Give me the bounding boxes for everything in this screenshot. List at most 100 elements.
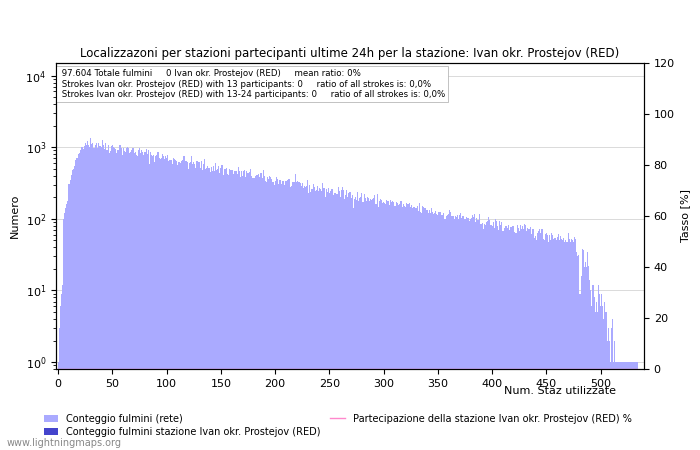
Bar <box>325 197 326 450</box>
Bar <box>97 369 98 450</box>
Bar <box>164 369 165 450</box>
Bar <box>253 178 254 450</box>
Bar <box>327 192 328 450</box>
Partecipazione della stazione Ivan okr. Prostejov (RED) % <box>214 366 222 372</box>
Bar <box>304 369 305 450</box>
Bar <box>74 369 75 450</box>
Bar <box>284 185 286 450</box>
Bar <box>258 369 260 450</box>
Bar <box>633 369 634 450</box>
Bar <box>78 369 79 450</box>
Bar <box>175 160 176 450</box>
Bar <box>79 153 81 450</box>
Bar <box>272 369 274 450</box>
Bar <box>637 369 638 450</box>
Bar <box>230 170 231 450</box>
Bar <box>260 369 262 450</box>
Bar <box>335 369 337 450</box>
Bar <box>422 369 423 450</box>
Bar <box>335 194 337 450</box>
Bar <box>522 226 523 450</box>
Bar <box>355 197 356 450</box>
Bar <box>237 174 238 450</box>
Bar <box>517 369 519 450</box>
Bar <box>368 198 369 450</box>
Bar <box>486 222 487 450</box>
Bar <box>307 369 308 450</box>
Bar <box>509 369 510 450</box>
Bar <box>342 369 343 450</box>
Bar <box>358 369 359 450</box>
Bar <box>507 228 508 450</box>
Bar <box>345 369 346 450</box>
Bar <box>587 252 588 450</box>
Bar <box>396 369 397 450</box>
Bar <box>327 369 328 450</box>
Bar <box>389 369 390 450</box>
Bar <box>62 369 63 450</box>
Bar <box>448 369 449 450</box>
Bar <box>201 369 202 450</box>
Bar <box>564 242 566 450</box>
Bar <box>590 369 592 450</box>
Bar <box>379 369 380 450</box>
Bar <box>100 145 101 450</box>
Bar <box>620 369 621 450</box>
Bar <box>313 369 314 450</box>
Bar <box>527 228 528 450</box>
Bar <box>66 369 67 450</box>
Bar <box>86 369 87 450</box>
Bar <box>97 148 98 450</box>
Bar <box>199 167 201 450</box>
Bar <box>599 294 600 450</box>
Bar <box>246 171 248 450</box>
Bar <box>329 193 330 450</box>
Bar <box>96 369 97 450</box>
Bar <box>442 369 443 450</box>
Bar <box>499 369 500 450</box>
Bar <box>122 369 124 450</box>
Bar <box>255 176 256 450</box>
Bar <box>547 369 548 450</box>
Bar <box>172 164 173 450</box>
Bar <box>342 187 343 450</box>
Bar <box>116 153 118 450</box>
Bar <box>164 159 165 450</box>
Bar <box>189 162 190 450</box>
Bar <box>514 232 515 450</box>
Bar <box>482 369 483 450</box>
Bar <box>205 169 206 450</box>
Bar <box>161 158 162 450</box>
Bar <box>139 369 140 450</box>
Bar <box>616 369 617 450</box>
Bar <box>244 170 245 450</box>
Bar <box>522 369 523 450</box>
Bar <box>556 240 557 450</box>
Bar <box>474 369 475 450</box>
Bar <box>144 153 146 450</box>
Bar <box>558 234 559 450</box>
Bar <box>519 231 520 450</box>
Bar <box>521 369 522 450</box>
Bar <box>503 228 505 450</box>
Bar <box>471 218 472 450</box>
Bar <box>242 369 243 450</box>
Bar <box>160 369 161 450</box>
Bar <box>187 162 188 450</box>
Bar <box>635 369 636 450</box>
Bar <box>617 362 619 450</box>
Bar <box>306 369 307 450</box>
Bar <box>392 369 393 450</box>
Bar <box>418 211 419 450</box>
Bar <box>584 369 585 450</box>
Bar <box>188 369 189 450</box>
Bar <box>152 369 153 450</box>
Bar <box>551 369 552 450</box>
Bar <box>195 168 197 450</box>
Bar <box>323 369 325 450</box>
Bar <box>204 159 205 450</box>
Bar <box>65 369 66 450</box>
Bar <box>231 170 232 450</box>
Bar <box>574 237 575 450</box>
Bar <box>613 362 614 450</box>
